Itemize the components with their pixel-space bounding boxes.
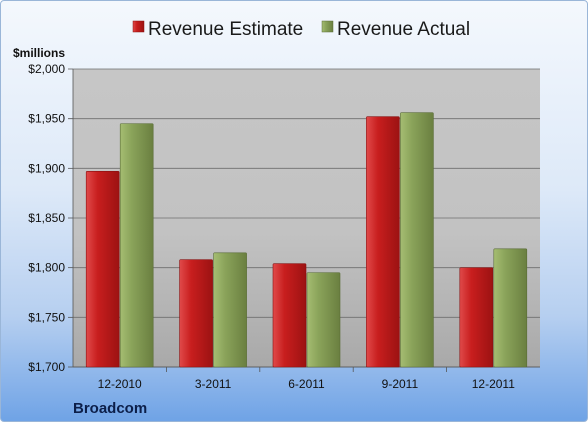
legend-swatch-actual: [321, 20, 334, 33]
bar-revenue-actual: [306, 272, 341, 368]
chart-legend: Revenue Estimate Revenue Actual: [132, 19, 470, 40]
legend-label-estimate: Revenue Estimate: [148, 19, 303, 40]
bar-revenue-actual: [213, 252, 247, 368]
x-tick-label: 3-2011: [195, 377, 232, 391]
bar-revenue-estimate: [272, 263, 307, 368]
y-tick-label: $1,800: [28, 261, 65, 275]
y-tick-label: $1,950: [28, 112, 65, 126]
x-tick-label: 6-2011: [288, 377, 325, 391]
bar-revenue-estimate: [459, 267, 494, 368]
y-tick-label: $1,900: [28, 161, 65, 175]
x-tick-label: 9-2011: [382, 377, 419, 391]
bar-revenue-actual: [400, 112, 434, 368]
y-tick-label: $1,750: [28, 310, 65, 324]
x-tick-label: 12-2010: [98, 377, 142, 391]
bar-revenue-actual: [493, 248, 528, 368]
company-name: Broadcom: [73, 400, 147, 417]
legend-swatch-estimate: [132, 20, 145, 33]
bars: [85, 112, 528, 368]
x-tick-label: 12-2011: [472, 377, 515, 391]
bar-revenue-actual: [119, 123, 154, 368]
x-tick-labels: 12-2010 3-2011 6-2011 9-2011 12-2011: [98, 377, 516, 391]
bar-revenue-estimate: [366, 116, 400, 368]
bar-revenue-estimate: [179, 259, 213, 368]
bar-revenue-estimate: [85, 171, 120, 368]
y-tick-label: $2,000: [28, 62, 65, 76]
y-tick-labels: $1,700 $1,750 $1,800 $1,850 $1,900 $1,950 $2,0…: [28, 62, 65, 374]
y-tick-label: $1,850: [28, 211, 65, 225]
y-axis-unit-label: $millions: [13, 46, 65, 60]
legend-label-actual: Revenue Actual: [337, 19, 470, 40]
y-tick-label: $1,700: [28, 360, 65, 374]
